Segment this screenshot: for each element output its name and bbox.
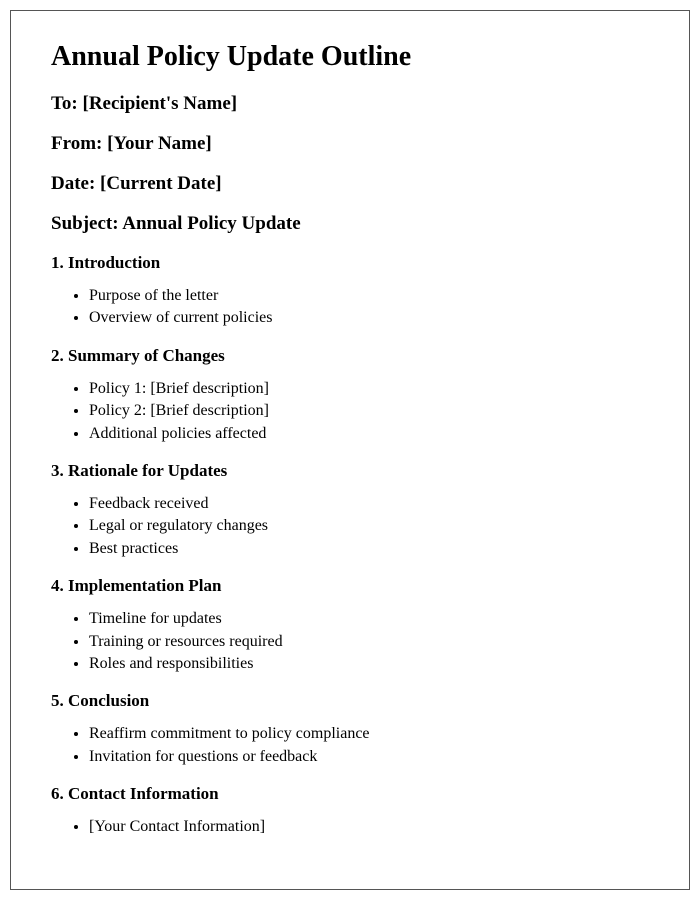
list-item: Purpose of the letter [89,285,649,307]
section-heading: 3. Rationale for Updates [51,461,649,481]
section-conclusion: 5. Conclusion Reaffirm commitment to pol… [51,691,649,768]
section-heading: 2. Summary of Changes [51,346,649,366]
meta-subject: Subject: Annual Policy Update [51,213,649,235]
section-list: [Your Contact Information] [89,816,649,838]
section-heading: 1. Introduction [51,253,649,273]
section-contact: 6. Contact Information [Your Contact Inf… [51,784,649,838]
section-list: Policy 1: [Brief description] Policy 2: … [89,378,649,445]
list-item: Legal or regulatory changes [89,515,649,537]
document-title: Annual Policy Update Outline [51,41,649,73]
section-summary-of-changes: 2. Summary of Changes Policy 1: [Brief d… [51,346,649,445]
section-list: Reaffirm commitment to policy compliance… [89,723,649,768]
list-item: Overview of current policies [89,307,649,329]
section-heading: 5. Conclusion [51,691,649,711]
list-item: Invitation for questions or feedback [89,746,649,768]
section-list: Feedback received Legal or regulatory ch… [89,493,649,560]
list-item: Training or resources required [89,631,649,653]
document-page: Annual Policy Update Outline To: [Recipi… [10,10,690,890]
section-introduction: 1. Introduction Purpose of the letter Ov… [51,253,649,330]
section-implementation: 4. Implementation Plan Timeline for upda… [51,576,649,675]
list-item: Roles and responsibilities [89,653,649,675]
list-item: Feedback received [89,493,649,515]
list-item: Policy 1: [Brief description] [89,378,649,400]
list-item: Reaffirm commitment to policy compliance [89,723,649,745]
section-list: Purpose of the letter Overview of curren… [89,285,649,330]
section-heading: 4. Implementation Plan [51,576,649,596]
section-heading: 6. Contact Information [51,784,649,804]
list-item: Best practices [89,538,649,560]
list-item: Additional policies affected [89,423,649,445]
meta-from: From: [Your Name] [51,133,649,155]
section-list: Timeline for updates Training or resourc… [89,608,649,675]
section-rationale: 3. Rationale for Updates Feedback receiv… [51,461,649,560]
meta-date: Date: [Current Date] [51,173,649,195]
list-item: Policy 2: [Brief description] [89,400,649,422]
meta-to: To: [Recipient's Name] [51,93,649,115]
list-item: [Your Contact Information] [89,816,649,838]
list-item: Timeline for updates [89,608,649,630]
